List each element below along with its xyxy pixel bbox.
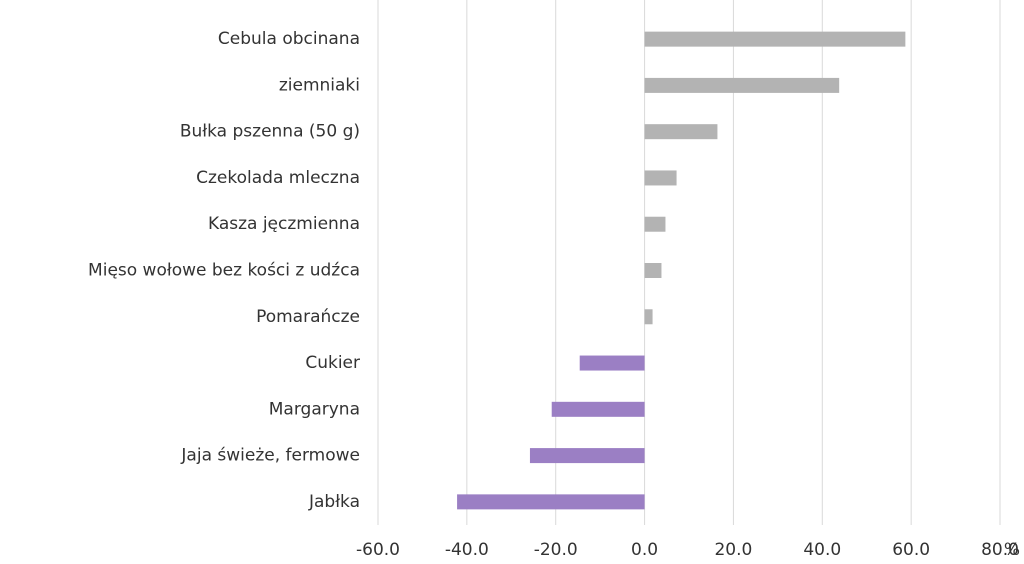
bar — [529, 448, 645, 464]
x-tick-label: 60.0 — [892, 540, 930, 560]
y-tick-label: Pomarańcze — [256, 307, 360, 327]
y-tick-label: Mięso wołowe bez kości z udźca — [88, 261, 360, 281]
y-tick-label: Cukier — [305, 353, 360, 373]
bar — [644, 216, 666, 232]
x-tick-label: -20.0 — [534, 540, 578, 560]
bar — [644, 124, 718, 140]
y-tick-label: ziemniaki — [279, 75, 360, 95]
bar — [644, 263, 662, 278]
x-axis-unit: % — [1004, 540, 1020, 560]
bar — [644, 31, 906, 47]
x-tick-label: -40.0 — [445, 540, 489, 560]
y-tick-label: Jaja świeże, fermowe — [180, 446, 360, 466]
x-tick-label: 40.0 — [803, 540, 841, 560]
x-tick-label: 0.0 — [631, 540, 658, 560]
x-tick-label: 80.0 — [981, 540, 1019, 560]
bar — [644, 170, 677, 186]
bar — [644, 77, 840, 93]
y-tick-label: Bułka pszenna (50 g) — [180, 122, 360, 142]
bar — [644, 309, 653, 325]
y-tick-label: Margaryna — [269, 399, 360, 419]
bar — [457, 494, 645, 510]
bar — [579, 355, 645, 371]
y-tick-label: Jabłka — [308, 492, 360, 512]
y-tick-label: Cebula obcinana — [218, 29, 360, 49]
bar — [551, 401, 645, 417]
y-tick-label: Czekolada mleczna — [196, 168, 360, 188]
x-tick-label: -60.0 — [356, 540, 400, 560]
x-tick-label: 20.0 — [714, 540, 752, 560]
y-tick-label: Kasza jęczmienna — [208, 214, 360, 234]
